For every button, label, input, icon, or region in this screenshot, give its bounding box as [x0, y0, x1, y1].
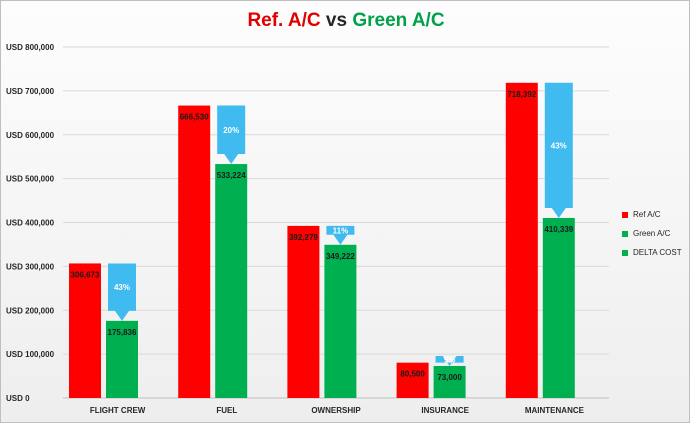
x-category-label: FLIGHT CREW [90, 406, 146, 415]
legend-label-ref: Ref A/C [633, 210, 661, 219]
y-tick-label: USD 700,000 [6, 87, 55, 96]
data-label-green: 533,224 [217, 171, 246, 180]
y-tick-label: USD 0 [6, 394, 30, 403]
delta-label: 9% [444, 355, 456, 364]
data-label-ref: 718,392 [507, 90, 536, 99]
delta-cost-arrow [108, 263, 136, 321]
y-tick-label: USD 400,000 [6, 219, 55, 228]
title-green: Green A/C [352, 10, 445, 31]
y-tick-label: USD 600,000 [6, 131, 55, 140]
bar-green [542, 217, 575, 398]
bar-ref [178, 105, 211, 398]
data-label-green: 73,000 [437, 373, 462, 382]
bar-green [106, 320, 138, 398]
data-label-ref: 306,673 [71, 270, 100, 279]
data-label-ref: 666,530 [180, 113, 209, 122]
delta-label: 20% [223, 126, 239, 135]
legend-label-green: Green A/C [633, 229, 671, 238]
bar-ref [396, 362, 429, 398]
delta-label: 11% [333, 226, 349, 235]
delta-label: 43% [114, 283, 130, 292]
legend-swatch-ref [622, 211, 628, 218]
delta-cost-arrow [326, 225, 355, 245]
bar-green [433, 365, 466, 398]
legend-label-delta: DELTA COST [633, 248, 682, 257]
chart-title: Ref. A/C vs Green A/C [1, 10, 690, 32]
legend-swatch-delta [622, 249, 628, 256]
delta-label: 43% [551, 141, 567, 150]
data-label-green: 410,339 [544, 225, 573, 234]
delta-cost-arrow [544, 82, 573, 218]
data-label-green: 349,222 [326, 252, 355, 261]
data-label-green: 175,836 [108, 328, 137, 337]
title-vs: vs [325, 10, 348, 31]
x-category-label: FUEL [216, 406, 237, 415]
x-category-label: INSURANCE [421, 406, 469, 415]
y-tick-label: USD 800,000 [6, 43, 55, 52]
bar-green [324, 244, 357, 398]
legend-item-green: Green A/C [622, 224, 682, 243]
legend-swatch-green [622, 230, 628, 237]
legend-item-delta: DELTA COST [622, 243, 682, 262]
y-tick-label: USD 100,000 [6, 350, 55, 359]
bar-ref [69, 263, 101, 398]
bar-green [215, 164, 248, 398]
data-label-ref: 392,279 [289, 233, 318, 242]
legend-item-ref: Ref A/C [622, 205, 682, 224]
x-category-label: MAINTENANCE [525, 406, 585, 415]
data-label-ref: 80,500 [400, 370, 425, 379]
bar-ref [287, 225, 320, 398]
x-category-label: OWNERSHIP [311, 406, 361, 415]
y-tick-label: USD 300,000 [6, 262, 55, 271]
y-tick-label: USD 500,000 [6, 175, 55, 184]
delta-cost-arrow [435, 355, 464, 366]
legend: Ref A/C Green A/C DELTA COST [622, 205, 682, 262]
title-ref: Ref. A/C [247, 10, 321, 31]
delta-cost-arrow [217, 105, 246, 165]
y-tick-label: USD 200,000 [6, 306, 55, 315]
bar-ref [505, 82, 538, 398]
